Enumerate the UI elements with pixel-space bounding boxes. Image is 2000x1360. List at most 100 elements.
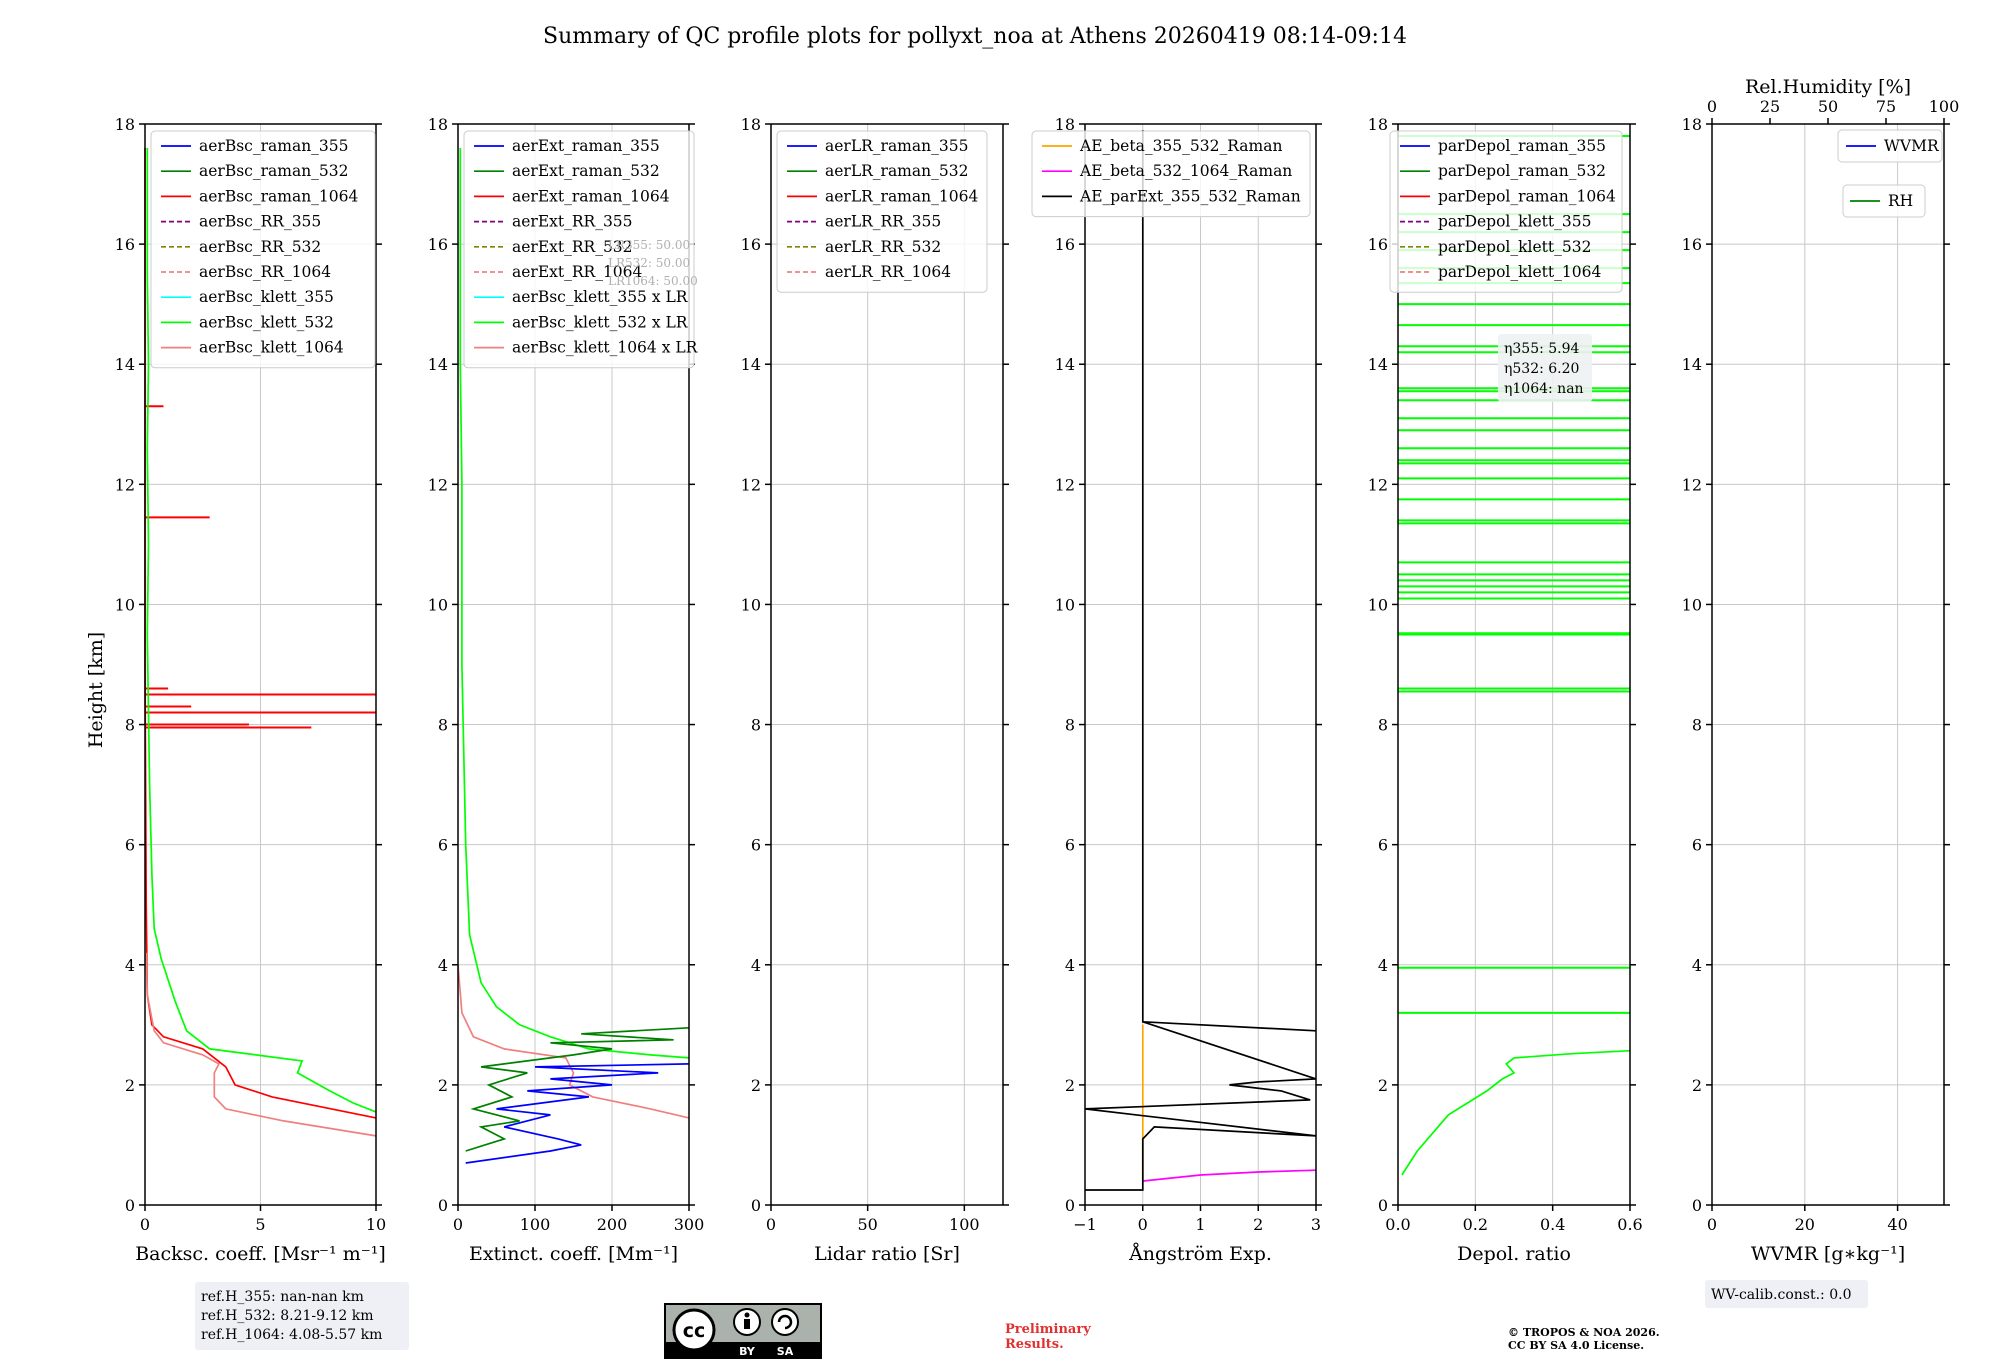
x-tick-label: 0.4: [1540, 1215, 1565, 1234]
x-tick-label: 0: [140, 1215, 150, 1234]
y-axis-label: Height [km]: [85, 632, 107, 748]
series-aerBsc_klett_532 x LR: [459, 148, 690, 1059]
legend-entry: AE_beta_355_532_Raman: [1042, 137, 1282, 155]
legend-frame: [776, 130, 988, 293]
legend-label: AE_parExt_355_532_Raman: [1079, 187, 1301, 205]
legend-entry: aerExt_raman_532: [474, 162, 660, 180]
y-tick-label: 4: [1692, 956, 1702, 975]
y-tick-label: 2: [1692, 1076, 1702, 1095]
x-axis-label: Depol. ratio: [1457, 1243, 1571, 1265]
y-tick-label: 0: [125, 1196, 135, 1215]
legend-entry: aerBsc_raman_532: [161, 162, 349, 180]
y-tick-label: 4: [438, 956, 448, 975]
legend-label: aerBsc_klett_532 x LR: [512, 313, 689, 331]
legend-frame: [463, 130, 695, 369]
legend-label: AE_beta_532_1064_Raman: [1079, 162, 1292, 180]
series-aerBsc_klett_532: [146, 148, 377, 1113]
x-tick-label: 0: [1138, 1215, 1148, 1234]
panel-water_vapor: 0 20 40 0 2 4 6 8 10 12 14 16 18 WVMR [g∗kg⁻¹] 0 25 50 75…: [1682, 76, 1960, 1265]
legend-entry: aerLR_RR_1064: [787, 263, 951, 281]
x-tick-label: 100: [949, 1215, 980, 1234]
top-x-tick-label: 0: [1707, 97, 1717, 116]
preliminary-line1: Preliminary: [1005, 1322, 1091, 1337]
series-parDepol_klett_532: [1401, 1049, 1631, 1176]
y-tick-label: 0: [1065, 1196, 1075, 1215]
legend-entry: aerLR_RR_532: [787, 238, 941, 256]
legend-label: aerLR_RR_355: [825, 213, 941, 231]
y-tick-label: 6: [1378, 836, 1388, 855]
sa-icon: [771, 1308, 799, 1336]
y-tick-label: 8: [1378, 716, 1388, 735]
y-tick-label: 14: [741, 355, 761, 374]
legend-label: aerExt_raman_532: [512, 162, 660, 180]
figure-title: Summary of QC profile plots for pollyxt_…: [543, 24, 1407, 49]
x-tick-label: 100: [520, 1215, 551, 1234]
y-tick-label: 10: [115, 595, 135, 614]
legend-frame: [1031, 130, 1311, 218]
y-tick-label: 18: [741, 115, 761, 134]
x-axis-label: Ångström Exp.: [1128, 1243, 1272, 1265]
y-tick-label: 14: [1368, 355, 1388, 374]
legend: aerExt_raman_355 aerExt_raman_532 aerExt_r…: [463, 130, 699, 369]
wv-calib-text: WV-calib.const.: 0.0: [1711, 1287, 1851, 1303]
y-tick-label: 12: [1682, 475, 1702, 494]
legend-wvmr: WVMR: [1837, 129, 1943, 163]
top-x-tick-label: 100: [1929, 97, 1960, 116]
panel-extinction: 0 100 200 300 0 2 4 6 8 10 12 14 16 18 Extinct. coeff.…: [428, 115, 705, 1265]
y-tick-label: 14: [1055, 355, 1075, 374]
legend-entry: AE_parExt_355_532_Raman: [1042, 187, 1301, 205]
x-tick-label: 20: [1795, 1215, 1815, 1234]
y-tick-label: 10: [1055, 595, 1075, 614]
y-tick-label: 8: [1692, 716, 1702, 735]
series-aerExt_raman_532: [465, 1026, 690, 1152]
copyright-line2: CC BY SA 4.0 License.: [1508, 1339, 1644, 1352]
legend-label: RH: [1888, 192, 1913, 210]
x-tick-label: 2: [1253, 1215, 1263, 1234]
legend-entry: aerBsc_klett_355 x LR: [474, 288, 689, 306]
y-tick-label: 10: [1682, 595, 1702, 614]
legend: AE_beta_355_532_Raman AE_beta_532_1064_Ra…: [1031, 130, 1311, 218]
y-tick-label: 2: [1065, 1076, 1075, 1095]
y-tick-label: 18: [1682, 115, 1702, 134]
license-sa-label: SA: [777, 1345, 794, 1358]
y-tick-label: 12: [115, 475, 135, 494]
x-tick-label: 0.0: [1385, 1215, 1410, 1234]
legend-label: WVMR: [1884, 137, 1940, 155]
y-tick-label: 16: [1682, 235, 1702, 254]
legend-entry: aerBsc_klett_532 x LR: [474, 313, 689, 331]
y-tick-label: 8: [1065, 716, 1075, 735]
x-tick-label: −1: [1073, 1215, 1097, 1234]
y-tick-label: 6: [125, 836, 135, 855]
x-axis-label: WVMR [g∗kg⁻¹]: [1751, 1243, 1905, 1265]
y-tick-label: 16: [428, 235, 448, 254]
wv-calib-box: [1705, 1280, 1868, 1308]
y-tick-label: 12: [1368, 475, 1388, 494]
y-tick-label: 14: [428, 355, 448, 374]
legend: aerBsc_raman_355 aerBsc_raman_532 aerBsc_r…: [150, 130, 376, 369]
y-tick-label: 2: [125, 1076, 135, 1095]
legend-entry: aerBsc_raman_1064: [161, 187, 359, 205]
legend-entry: parDepol_raman_355: [1400, 137, 1606, 155]
y-tick-label: 0: [751, 1196, 761, 1215]
legend-entry: aerBsc_klett_355: [161, 288, 334, 306]
y-tick-label: 18: [115, 115, 135, 134]
y-tick-label: 6: [751, 836, 761, 855]
y-tick-label: 4: [751, 956, 761, 975]
y-tick-label: 12: [741, 475, 761, 494]
ref-height-box: [195, 1282, 409, 1350]
top-x-tick-label: 75: [1876, 97, 1896, 116]
legend-entry: parDepol_klett_1064: [1400, 263, 1601, 281]
y-tick-label: 8: [751, 716, 761, 735]
legend-frame: [150, 130, 376, 369]
y-tick-label: 14: [1682, 355, 1702, 374]
panel-backscatter: 0 5 10 0 2 4 6 8 10 12 14 16 18 Backsc. coeff. [Msr⁻¹…: [115, 115, 387, 1265]
license-by-label: BY: [739, 1345, 756, 1358]
legend-label: parDepol_klett_355: [1438, 213, 1591, 231]
y-tick-label: 6: [1065, 836, 1075, 855]
y-tick-label: 4: [1378, 956, 1388, 975]
eta-annotation-line: η532: 6.20: [1504, 361, 1579, 377]
series-AE_parExt_355_532_Raman: [1084, 130, 1317, 1191]
legend-entry: AE_beta_532_1064_Raman: [1042, 162, 1292, 180]
y-tick-label: 16: [115, 235, 135, 254]
legend-label: aerLR_raman_532: [825, 162, 968, 180]
